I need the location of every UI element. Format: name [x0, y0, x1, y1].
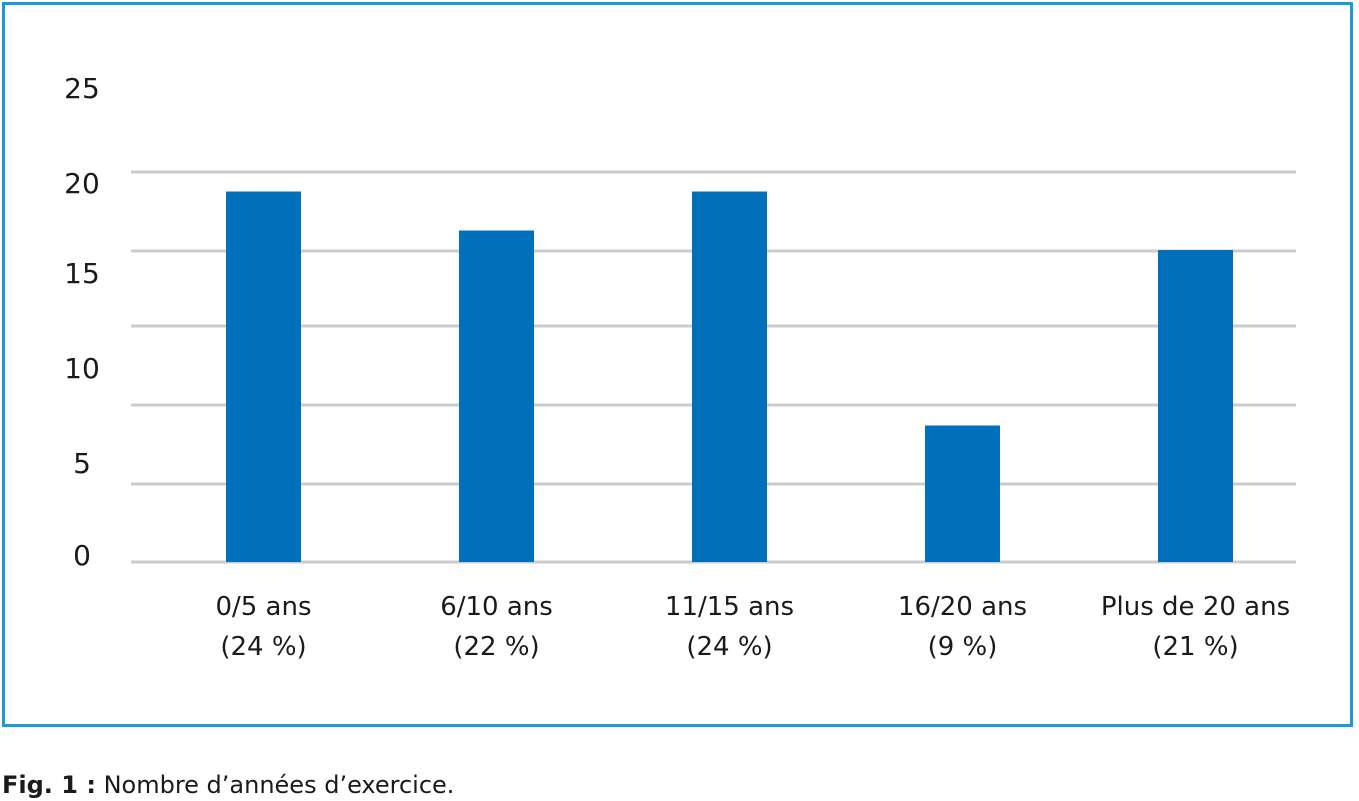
x-tick-label: (9 %) [928, 632, 998, 662]
y-tick-label: 10 [64, 352, 100, 385]
bar [1158, 250, 1233, 562]
x-tick-label: 0/5 ans [215, 592, 311, 622]
bar [692, 191, 767, 562]
x-tick-label: (22 %) [453, 632, 539, 662]
caption-label: Fig. 1 : [2, 771, 96, 799]
caption-text: Nombre d’années d’exercice. [95, 771, 455, 799]
bar [226, 191, 301, 562]
bar [925, 425, 1000, 562]
x-tick-label: 16/20 ans [898, 592, 1027, 622]
bar [459, 230, 534, 562]
y-tick-label: 15 [64, 257, 100, 290]
x-tick-label: Plus de 20 ans [1101, 592, 1290, 622]
x-tick-label: 11/15 ans [665, 592, 794, 622]
bar-chart: 0 5 10 15 20 25 0/5 ans (24 %) 6/10 ans (22 %) 11/… [64, 72, 1296, 662]
y-tick-label: 0 [73, 539, 91, 572]
x-tick-label: 6/10 ans [440, 592, 553, 622]
figure-caption: Fig. 1 : Nombre d’années d’exercice. [2, 770, 454, 800]
y-tick-label: 5 [73, 447, 91, 480]
x-tick-label: (24 %) [686, 632, 772, 662]
y-tick-label: 25 [64, 72, 100, 105]
x-tick-label: (21 %) [1152, 632, 1238, 662]
x-tick-label: (24 %) [220, 632, 306, 662]
y-tick-label: 20 [64, 167, 100, 200]
